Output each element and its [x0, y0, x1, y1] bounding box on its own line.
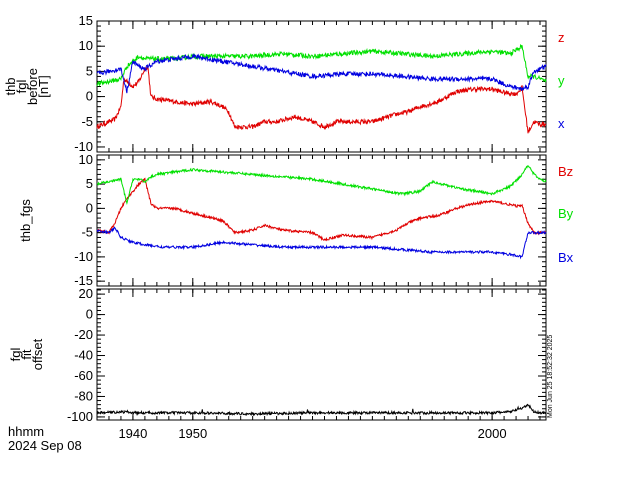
panel-2: 10 5 0 -5 -10 -15 thb_fgs Bz By Bx: [18, 152, 574, 288]
panel-frame: [96, 154, 547, 287]
y-tick-label: -20: [74, 327, 93, 342]
legend-label-x: x: [558, 116, 565, 131]
series-line-offset: [96, 403, 547, 417]
series-line-Bz: [96, 177, 547, 242]
timestamp-label: Mon Jun 25 18:52:32 2025: [547, 335, 554, 418]
y-axis-label: [nT]: [36, 75, 51, 97]
y-tick-label: -100: [67, 409, 93, 424]
series-line-z: [96, 65, 547, 134]
legend-label-bz: Bz: [558, 164, 573, 179]
y-tick-label: -60: [74, 368, 93, 383]
y-tick-label: 10: [79, 152, 93, 167]
y-axis-label: offset: [30, 338, 45, 370]
legend-label-y: y: [558, 73, 565, 88]
x-tick-label: 1940: [118, 426, 147, 441]
y-axis-label: before: [25, 68, 40, 105]
series-line-By: [96, 164, 547, 206]
y-tick-label: -10: [74, 249, 93, 264]
series-line-Bx: [96, 226, 547, 260]
y-axis-label: fgl: [8, 348, 23, 362]
y-axis-label: fit: [19, 349, 34, 360]
y-tick-label: -15: [74, 273, 93, 288]
y-tick-label: 20: [79, 286, 93, 301]
legend-label-by: By: [558, 206, 574, 221]
y-tick-label: -5: [81, 114, 93, 129]
x-tick-label: 2000: [478, 426, 507, 441]
y-tick-label: -80: [74, 388, 93, 403]
y-tick-label: 0: [86, 200, 93, 215]
legend-label-z: z: [558, 30, 565, 45]
y-tick-label: -5: [81, 225, 93, 240]
y-tick-label: 5: [86, 63, 93, 78]
y-tick-label: -40: [74, 348, 93, 363]
y-tick-label: -10: [74, 139, 93, 154]
panel-frame: [96, 20, 547, 153]
panel-frame: [96, 288, 547, 421]
y-tick-label: 15: [79, 13, 93, 28]
x-axis-unit-label: hhmm: [8, 424, 44, 439]
y-axis-label: thb: [3, 77, 18, 95]
y-axis-label: fgl: [14, 80, 29, 94]
y-tick-label: 0: [86, 307, 93, 322]
y-tick-label: 5: [86, 176, 93, 191]
legend-label-bx: Bx: [558, 250, 574, 265]
x-axis-date-label: 2024 Sep 08: [8, 438, 82, 453]
y-axis-label: thb_fgs: [18, 199, 33, 242]
series-line-y: [96, 43, 547, 87]
x-tick-label: 1950: [178, 426, 207, 441]
series-line-x: [96, 53, 547, 94]
y-tick-label: 10: [79, 38, 93, 53]
y-tick-label: 0: [86, 89, 93, 104]
